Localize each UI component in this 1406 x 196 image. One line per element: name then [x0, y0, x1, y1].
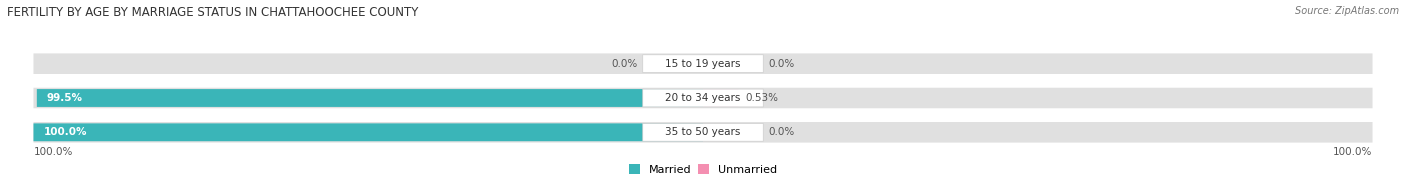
Text: 100.0%: 100.0%: [44, 127, 87, 137]
FancyBboxPatch shape: [34, 54, 1372, 74]
Text: 0.0%: 0.0%: [769, 127, 794, 137]
Text: 100.0%: 100.0%: [1333, 147, 1372, 157]
Text: 15 to 19 years: 15 to 19 years: [665, 59, 741, 69]
FancyBboxPatch shape: [643, 123, 763, 141]
FancyBboxPatch shape: [643, 55, 763, 73]
FancyBboxPatch shape: [37, 89, 703, 107]
Text: Source: ZipAtlas.com: Source: ZipAtlas.com: [1295, 6, 1399, 16]
Text: 100.0%: 100.0%: [34, 147, 73, 157]
FancyBboxPatch shape: [703, 89, 738, 107]
FancyBboxPatch shape: [34, 88, 1372, 108]
Text: 0.53%: 0.53%: [745, 93, 778, 103]
Text: FERTILITY BY AGE BY MARRIAGE STATUS IN CHATTAHOOCHEE COUNTY: FERTILITY BY AGE BY MARRIAGE STATUS IN C…: [7, 6, 419, 19]
Text: 99.5%: 99.5%: [46, 93, 83, 103]
Text: 35 to 50 years: 35 to 50 years: [665, 127, 741, 137]
Text: 0.0%: 0.0%: [612, 59, 637, 69]
FancyBboxPatch shape: [34, 122, 1372, 143]
Legend: Married, Unmarried: Married, Unmarried: [630, 164, 776, 175]
FancyBboxPatch shape: [643, 89, 763, 107]
Text: 0.0%: 0.0%: [769, 59, 794, 69]
Text: 20 to 34 years: 20 to 34 years: [665, 93, 741, 103]
FancyBboxPatch shape: [34, 123, 703, 141]
